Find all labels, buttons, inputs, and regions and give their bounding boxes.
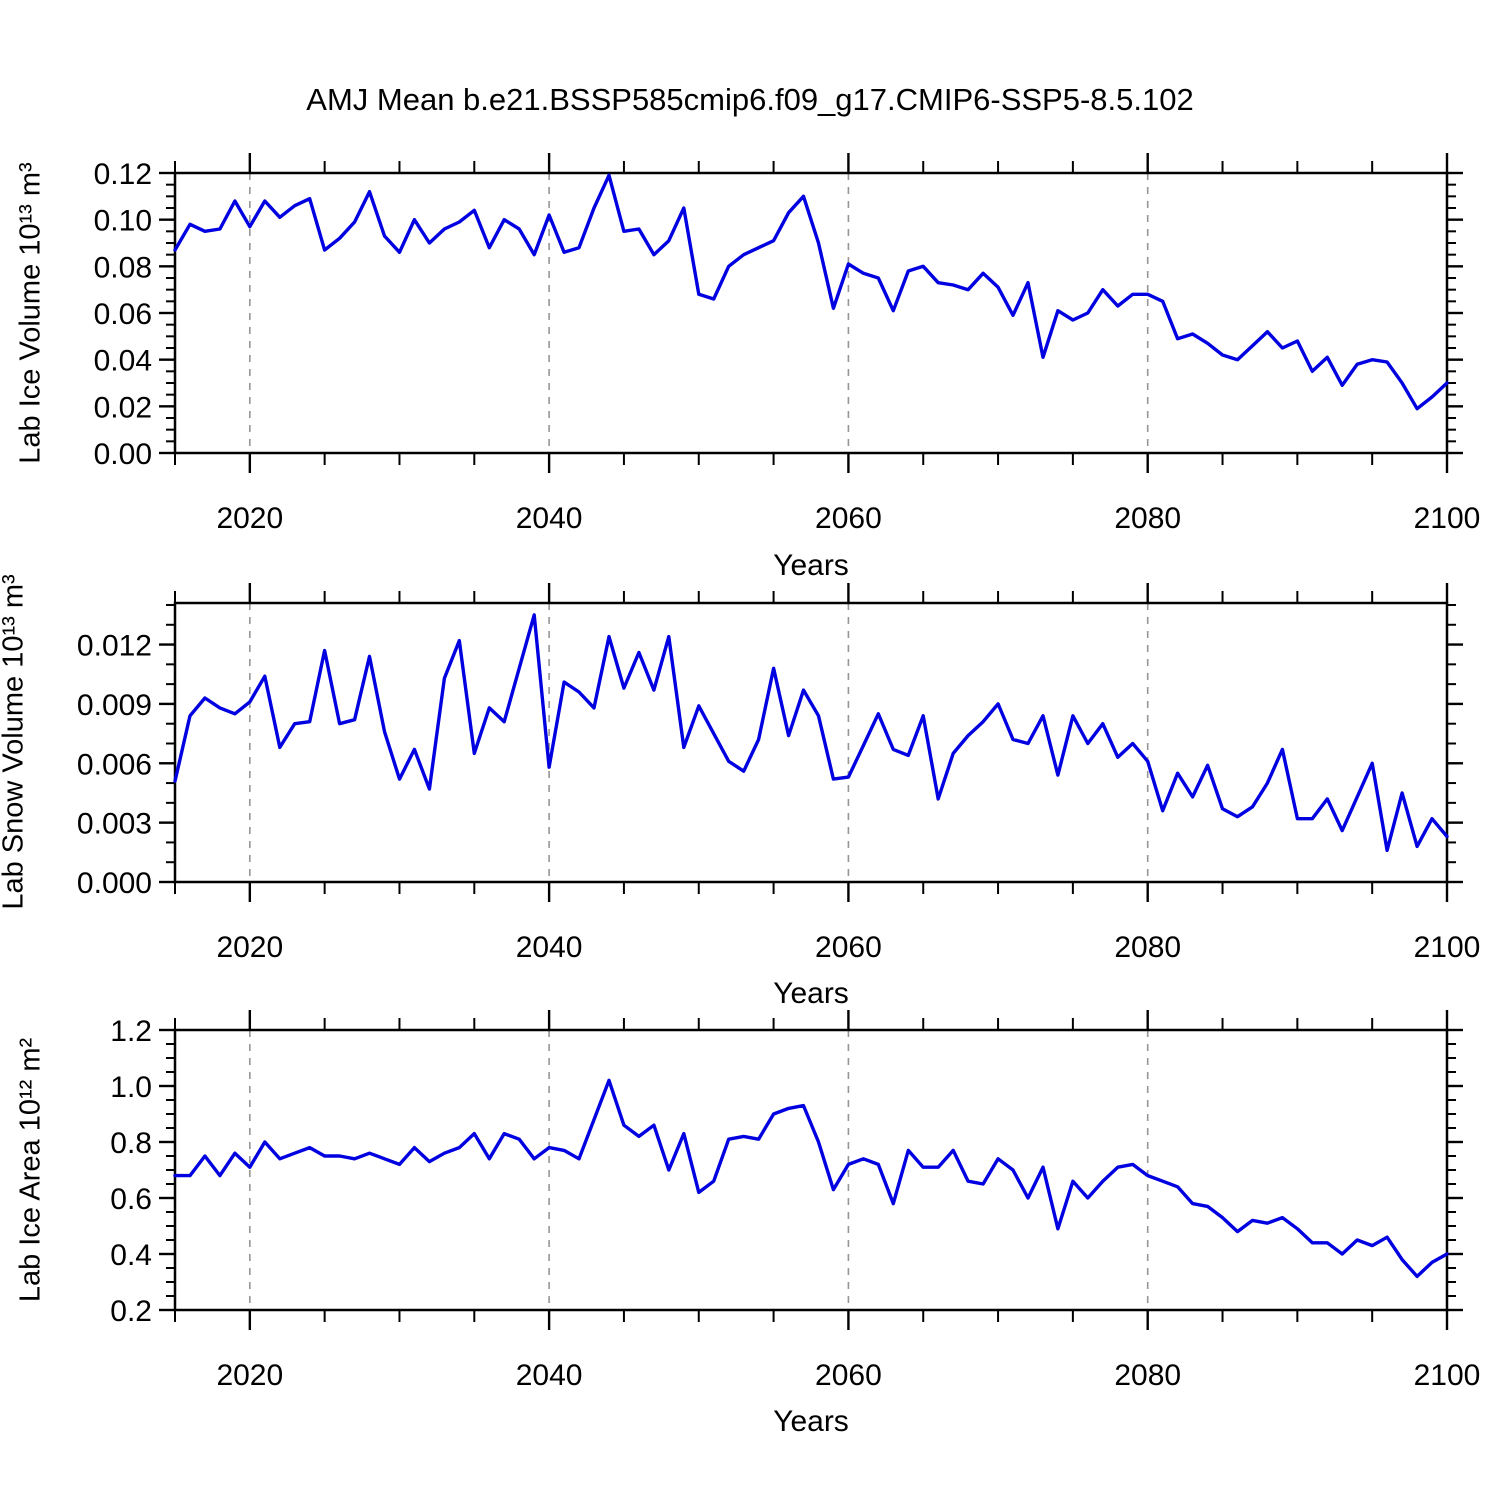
svg-text:0.04: 0.04 [94,345,152,378]
svg-text:2040: 2040 [516,1359,583,1392]
svg-text:1.2: 1.2 [110,1015,152,1048]
svg-text:0.08: 0.08 [94,251,152,284]
svg-text:0.000: 0.000 [77,867,152,900]
panel-snow-volume: 2020 2040 2060 2080 2100 0.000 0.003 0.006 0.009… [77,583,1480,964]
svg-text:2020: 2020 [216,931,283,964]
svg-text:2080: 2080 [1114,502,1181,535]
svg-text:2020: 2020 [216,1359,283,1392]
svg-text:2100: 2100 [1414,1359,1481,1392]
svg-text:0.10: 0.10 [94,205,152,238]
svg-text:2040: 2040 [516,931,583,964]
data-line-series [173,1078,1449,1279]
svg-text:2080: 2080 [1114,1359,1181,1392]
svg-text:1.0: 1.0 [110,1071,152,1104]
panel-ice-area: 2020 2040 2060 2080 2100 0.2 0.4 0.6 0.8 1.0 1.2 [110,1010,1480,1392]
data-line-series [173,613,1449,852]
svg-text:0.12: 0.12 [94,158,152,191]
svg-text:0.006: 0.006 [77,748,152,781]
svg-text:2020: 2020 [216,502,283,535]
panel-ice-volume: 2020 2040 2060 2080 2100 0.00 0.02 0.04 0.06 0.08… [94,153,1481,535]
svg-text:0.02: 0.02 [94,391,152,424]
svg-text:2060: 2060 [815,931,882,964]
svg-text:2080: 2080 [1114,931,1181,964]
svg-text:0.003: 0.003 [77,808,152,841]
svg-text:0.009: 0.009 [77,689,152,722]
svg-text:2060: 2060 [815,1359,882,1392]
svg-text:0.06: 0.06 [94,298,152,331]
svg-text:0.4: 0.4 [110,1239,152,1272]
svg-text:0.2: 0.2 [110,1295,152,1328]
x-axis-label-years-panel2: Years [773,977,849,1010]
svg-text:2060: 2060 [815,502,882,535]
svg-text:2100: 2100 [1414,502,1481,535]
x-axis-label-years-panel1: Years [773,549,849,582]
svg-text:0.00: 0.00 [94,438,152,471]
svg-text:2100: 2100 [1414,931,1481,964]
data-line-series [173,173,1449,411]
x-axis-label-years-panel3: Years [773,1405,849,1438]
svg-text:0.8: 0.8 [110,1127,152,1160]
svg-text:0.6: 0.6 [110,1183,152,1216]
svg-text:2040: 2040 [516,502,583,535]
figure-title: AMJ Mean b.e21.BSSP585cmip6.f09_g17.CMIP… [306,82,1194,117]
svg-text:0.012: 0.012 [77,630,152,663]
